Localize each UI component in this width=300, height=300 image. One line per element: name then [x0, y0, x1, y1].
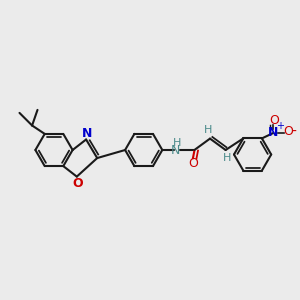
Text: O: O — [283, 125, 292, 138]
Text: +: + — [276, 122, 284, 131]
Text: H: H — [173, 137, 181, 148]
Text: N: N — [82, 127, 92, 140]
Text: -: - — [291, 125, 296, 139]
Text: O: O — [269, 114, 279, 127]
Text: H: H — [204, 125, 213, 135]
Text: N: N — [171, 143, 181, 157]
Text: N: N — [268, 126, 278, 139]
Text: O: O — [72, 177, 83, 190]
Text: H: H — [223, 153, 231, 164]
Text: O: O — [188, 157, 198, 170]
